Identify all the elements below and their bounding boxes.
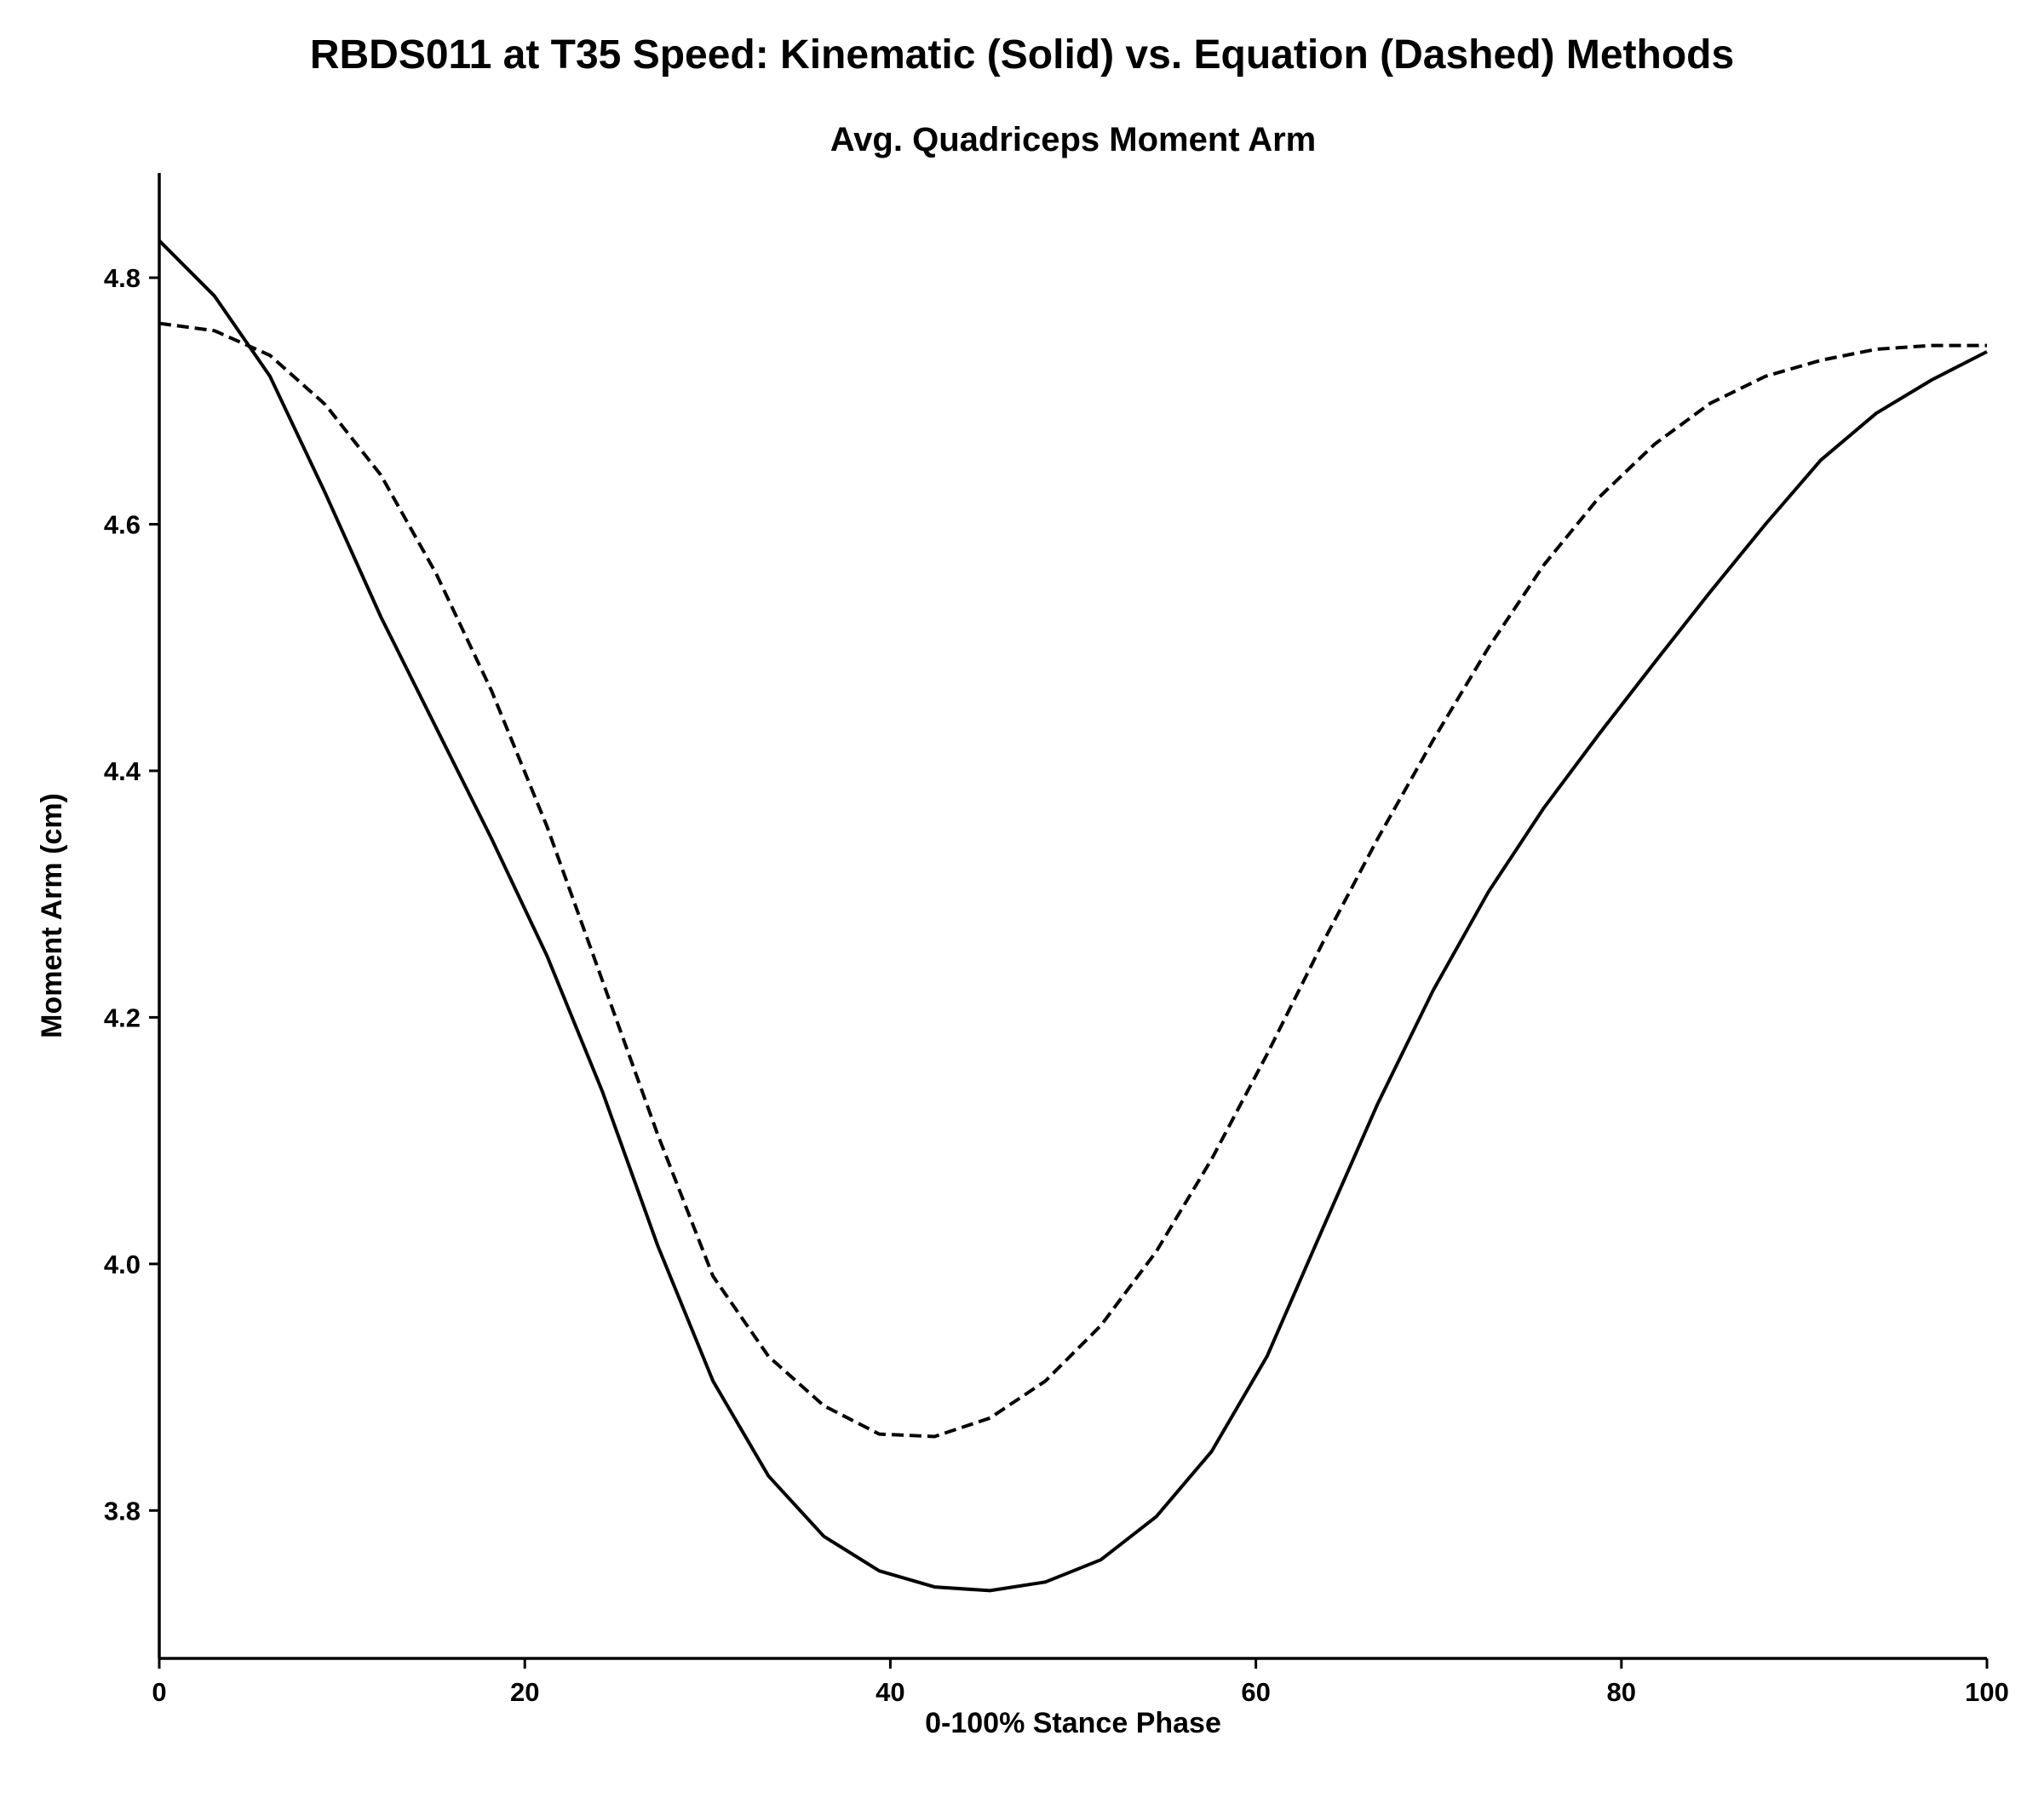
y-tick-label: 4.6 — [104, 509, 141, 539]
y-tick-label: 4.8 — [104, 263, 141, 293]
y-tick-label: 4.0 — [104, 1250, 141, 1279]
x-tick-label: 40 — [876, 1677, 904, 1707]
chart-subtitle: Avg. Quadriceps Moment Arm — [830, 121, 1316, 158]
y-tick-label: 3.8 — [104, 1496, 141, 1526]
y-tick-label: 4.2 — [104, 1003, 141, 1032]
x-tick-label: 0 — [152, 1677, 166, 1707]
x-tick-label: 100 — [1965, 1677, 2009, 1707]
y-axis-ticks: 3.8 4.0 4.2 4.4 4.6 4.8 — [104, 263, 159, 1526]
series-layer — [158, 239, 1988, 1593]
x-tick-label: 80 — [1607, 1677, 1636, 1707]
x-tick-label: 60 — [1241, 1677, 1270, 1707]
y-tick-label: 4.4 — [104, 756, 141, 786]
x-tick-label: 20 — [510, 1677, 539, 1707]
x-axis-ticks: 0 20 40 60 80 100 — [152, 1658, 2009, 1707]
plot-area: 0 20 40 60 80 100 3.8 4.0 4.2 4.4 4.6 4.8 — [104, 173, 2009, 1707]
y-axis-label: Moment Arm (cm) — [36, 793, 68, 1038]
x-axis-label: 0-100% Stance Phase — [925, 1707, 1221, 1739]
solid-series-line — [158, 239, 1988, 1593]
dashed-series-line — [158, 321, 1987, 1439]
chart-title: RBDS011 at T35 Speed: Kinematic (Solid) … — [310, 32, 1734, 78]
